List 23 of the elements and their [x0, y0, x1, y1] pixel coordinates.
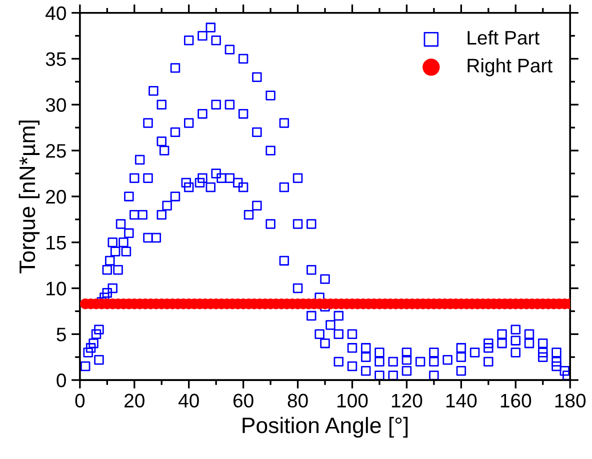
y-tick-label: 15 [46, 236, 66, 250]
y-tick-label: 10 [46, 282, 66, 296]
x-tick-label: 80 [288, 394, 308, 408]
x-axis-title: Position Angle [°] [242, 416, 408, 438]
y-axis-title: Torque [nN*µm] [18, 120, 40, 274]
y-tick-label: 40 [46, 6, 66, 20]
x-tick-label: 180 [555, 394, 586, 408]
y-tick-label: 25 [46, 144, 66, 158]
x-tick-label: 40 [178, 394, 199, 408]
x-tick-label: 100 [338, 394, 368, 408]
legend-label: Right Part [468, 58, 552, 76]
y-tick-label: 20 [46, 190, 66, 204]
x-tick-label: 20 [124, 394, 144, 408]
y-tick-label: 30 [46, 98, 66, 112]
x-tick-label: 0 [75, 394, 85, 408]
x-tick-label: 140 [446, 394, 477, 408]
y-tick-label: 5 [56, 328, 66, 342]
x-tick-label: 120 [392, 394, 422, 408]
legend-label: Left Part [468, 30, 540, 45]
x-tick-label: 60 [233, 394, 254, 408]
y-tick-label: 0 [56, 374, 66, 388]
y-tick-label: 35 [46, 52, 66, 66]
x-tick-label: 160 [500, 394, 532, 408]
